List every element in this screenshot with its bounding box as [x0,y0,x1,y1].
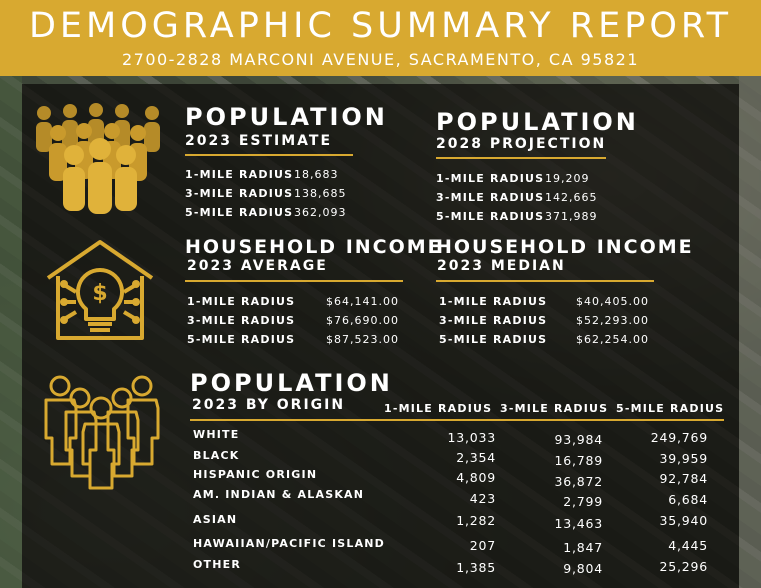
origin-value-3-mile: 93,984 [554,432,603,447]
income-median-label-5: 5-MILE RADIUS [439,333,548,346]
origin-title: POPULATION [190,369,393,397]
origin-value-3-mile: 9,804 [563,561,603,576]
income-average-label-5: 5-MILE RADIUS [187,333,296,346]
population-2028-subtitle: 2028 PROJECTION [436,136,607,152]
income-average-value-3: $76,690.00 [326,314,399,327]
population-2023-label-1: 1-MILE RADIUS [185,168,294,181]
origin-rule [190,419,724,421]
income-median-subtitle: 2023 MEDIAN [437,258,566,274]
origin-row-label: OTHER [193,558,242,571]
origin-row-label: WHITE [193,428,240,441]
origin-value-5-mile: 6,684 [668,492,708,507]
income-average-rule [185,280,403,282]
population-2028-rule [436,157,606,159]
origin-value-1-mile: 1,385 [456,560,496,575]
report-title: DEMOGRAPHIC SUMMARY REPORT [28,6,733,46]
origin-row-label: BLACK [193,449,240,462]
income-median-title: HOUSEHOLD INCOME [436,236,694,258]
income-median-value-3: $52,293.00 [576,314,649,327]
population-2023-subtitle: 2023 ESTIMATE [185,133,333,149]
income-average-subtitle: 2023 AVERAGE [187,258,328,274]
origin-value-5-mile: 35,940 [659,513,708,528]
population-2028-label-5: 5-MILE RADIUS [436,210,545,223]
origin-value-3-mile: 1,847 [563,540,603,555]
background-edge-right [739,74,761,588]
income-average-label-1: 1-MILE RADIUS [187,295,296,308]
svg-text:$: $ [92,281,107,306]
population-2028-value-5: 371,989 [545,210,598,223]
origin-value-1-mile: 207 [469,538,496,553]
population-2028-value-3: 142,665 [545,191,598,204]
population-2028-title: POPULATION [436,108,639,136]
population-2023-title: POPULATION [185,103,388,131]
population-2023-label-3: 3-MILE RADIUS [185,187,294,200]
report-header: DEMOGRAPHIC SUMMARY REPORT 2700-2828 MAR… [0,0,761,76]
origin-column-3-mile: 3-MILE RADIUS [500,402,609,415]
origin-value-5-mile: 92,784 [659,471,708,486]
origin-column-5-mile: 5-MILE RADIUS [616,402,725,415]
population-2023-value-5: 362,093 [294,206,347,219]
population-2028-label-3: 3-MILE RADIUS [436,191,545,204]
income-average-title: HOUSEHOLD INCOME [185,236,443,258]
origin-value-1-mile: 4,809 [456,470,496,485]
origin-row-label: HAWAIIAN/PACIFIC ISLAND [193,537,386,550]
origin-value-5-mile: 39,959 [659,451,708,466]
income-average-label-3: 3-MILE RADIUS [187,314,296,327]
population-2028-label-1: 1-MILE RADIUS [436,172,545,185]
origin-row-label: ASIAN [193,513,238,526]
origin-value-3-mile: 13,463 [554,516,603,531]
income-median-rule [436,280,654,282]
house-income-icon: $ [46,240,154,340]
origin-value-5-mile: 25,296 [659,559,708,574]
population-2028-value-1: 19,209 [545,172,590,185]
origin-value-1-mile: 1,282 [456,513,496,528]
income-average-value-1: $64,141.00 [326,295,399,308]
origin-subtitle: 2023 BY ORIGIN [192,397,346,413]
origin-column-1-mile: 1-MILE RADIUS [384,402,493,415]
income-median-value-1: $40,405.00 [576,295,649,308]
income-median-value-5: $62,254.00 [576,333,649,346]
people-outline-icon [44,375,160,490]
population-2023-rule [185,154,353,156]
origin-row-label: AM. INDIAN & ALASKAN [193,488,365,501]
income-median-label-1: 1-MILE RADIUS [439,295,548,308]
population-2023-label-5: 5-MILE RADIUS [185,206,294,219]
income-average-value-5: $87,523.00 [326,333,399,346]
background-edge-left [0,74,22,588]
income-median-label-3: 3-MILE RADIUS [439,314,548,327]
origin-value-1-mile: 2,354 [456,450,496,465]
origin-value-5-mile: 4,445 [668,538,708,553]
population-2023-value-3: 138,685 [294,187,347,200]
origin-value-1-mile: 423 [469,491,496,506]
origin-value-3-mile: 2,799 [563,494,603,509]
crowd-icon [36,103,160,214]
origin-value-1-mile: 13,033 [447,430,496,445]
origin-row-label: HISPANIC ORIGIN [193,468,318,481]
origin-value-5-mile: 249,769 [650,430,708,445]
origin-value-3-mile: 36,872 [554,474,603,489]
report-address: 2700-2828 MARCONI AVENUE, SACRAMENTO, CA… [121,50,640,69]
origin-value-3-mile: 16,789 [554,453,603,468]
population-2023-value-1: 18,683 [294,168,339,181]
